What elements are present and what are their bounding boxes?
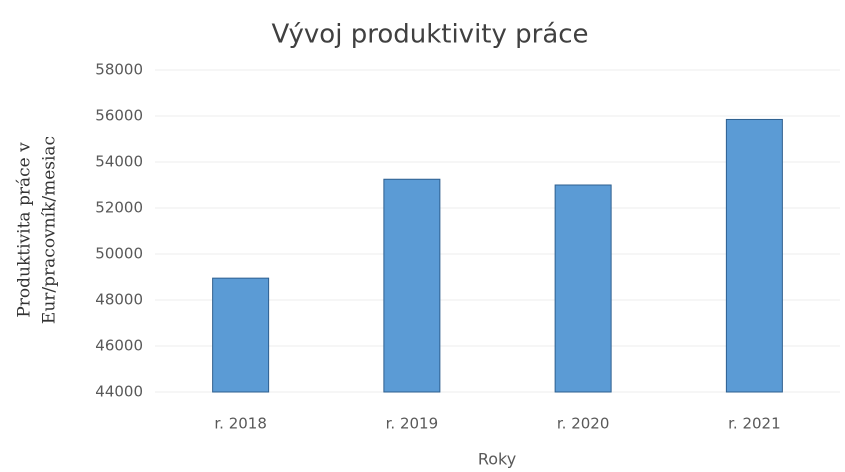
y-tick-label: 48000 [95, 291, 143, 309]
y-axis-label: Produktivita práce v [15, 142, 35, 318]
chart-title: Vývoj produktivity práce [271, 20, 588, 50]
y-tick-label: 58000 [95, 61, 143, 79]
x-tick-label: r. 2021 [728, 415, 781, 433]
x-tick-label: r. 2019 [386, 415, 439, 433]
y-tick-label: 46000 [95, 337, 143, 355]
y-axis-label: Eur/pracovník/mesiac [40, 136, 60, 324]
y-tick-label: 44000 [95, 383, 143, 401]
bar [212, 277, 270, 393]
x-axis-label: Roky [478, 450, 516, 469]
x-tick-label: r. 2018 [214, 415, 267, 433]
x-tick-label: r. 2020 [557, 415, 610, 433]
y-tick-label: 56000 [95, 107, 143, 125]
y-tick-label: 52000 [95, 199, 143, 217]
bar [383, 178, 441, 393]
y-tick-label: 54000 [95, 153, 143, 171]
bar [554, 184, 612, 393]
bar [725, 118, 783, 393]
y-tick-label: 50000 [95, 245, 143, 263]
